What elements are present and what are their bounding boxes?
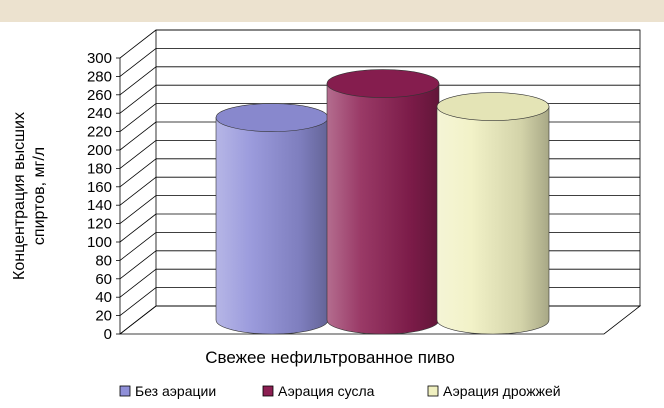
gridline-diag-6	[119, 195, 157, 224]
legend-label-2: Аэрация дрожжей	[443, 383, 561, 399]
y-tick-label-3: 60	[95, 271, 112, 288]
y-tick-label-6: 120	[87, 216, 112, 233]
gridline-diag-11	[119, 103, 157, 132]
bar-0	[215, 117, 329, 335]
y-tick-label-13: 260	[87, 87, 112, 104]
y-axis-title: Концентрация высших спиртов, мг/л	[11, 112, 48, 280]
gridline-diag-8	[119, 158, 157, 188]
y-tick-label-0: 0	[104, 326, 112, 343]
header-band	[0, 0, 664, 22]
gridline-diag-10	[119, 121, 157, 151]
gridline-diag-14	[119, 48, 157, 77]
gridline-diag-4	[119, 232, 157, 261]
y-tick-label-14: 280	[87, 68, 112, 85]
gridline-diag-9	[119, 140, 157, 169]
gridline-diag-3	[119, 250, 157, 280]
legend-label-1: Аэрация сусла	[278, 383, 375, 399]
gridline-diag-13	[119, 66, 157, 96]
x-axis-title: Свежее нефильтрованное пиво	[205, 348, 455, 367]
y-tick-label-1: 20	[95, 308, 112, 325]
bar-2	[436, 106, 550, 335]
gridline-diag-15	[119, 29, 157, 59]
y-tick-label-12: 240	[87, 105, 112, 122]
legend-swatch-0	[119, 385, 131, 397]
gridline-diag-12	[119, 84, 157, 114]
legend-swatch-1	[262, 385, 274, 397]
bar-top-2	[436, 92, 550, 121]
bar-top-0	[215, 103, 329, 132]
y-tick-label-15: 300	[87, 50, 112, 67]
floor	[118, 305, 642, 335]
bar-1	[326, 83, 440, 335]
legend-swatch-2	[427, 385, 439, 397]
gridline-diag-7	[119, 176, 157, 206]
gridline-diag-2	[119, 268, 157, 298]
y-tick-label-9: 180	[87, 160, 112, 177]
y-tick-label-4: 80	[95, 252, 112, 269]
y-tick-label-2: 40	[95, 289, 112, 306]
y-tick-label-10: 200	[87, 142, 112, 159]
y-tick-label-7: 140	[87, 197, 112, 214]
bar-top-1	[326, 69, 440, 98]
legend-label-0: Без аэрации	[135, 383, 216, 399]
gridline-diag-1	[119, 287, 157, 316]
y-tick-label-5: 100	[87, 234, 112, 251]
y-tick-label-8: 160	[87, 179, 112, 196]
gridline-diag-5	[119, 213, 157, 243]
y-tick-label-11: 220	[87, 124, 112, 141]
